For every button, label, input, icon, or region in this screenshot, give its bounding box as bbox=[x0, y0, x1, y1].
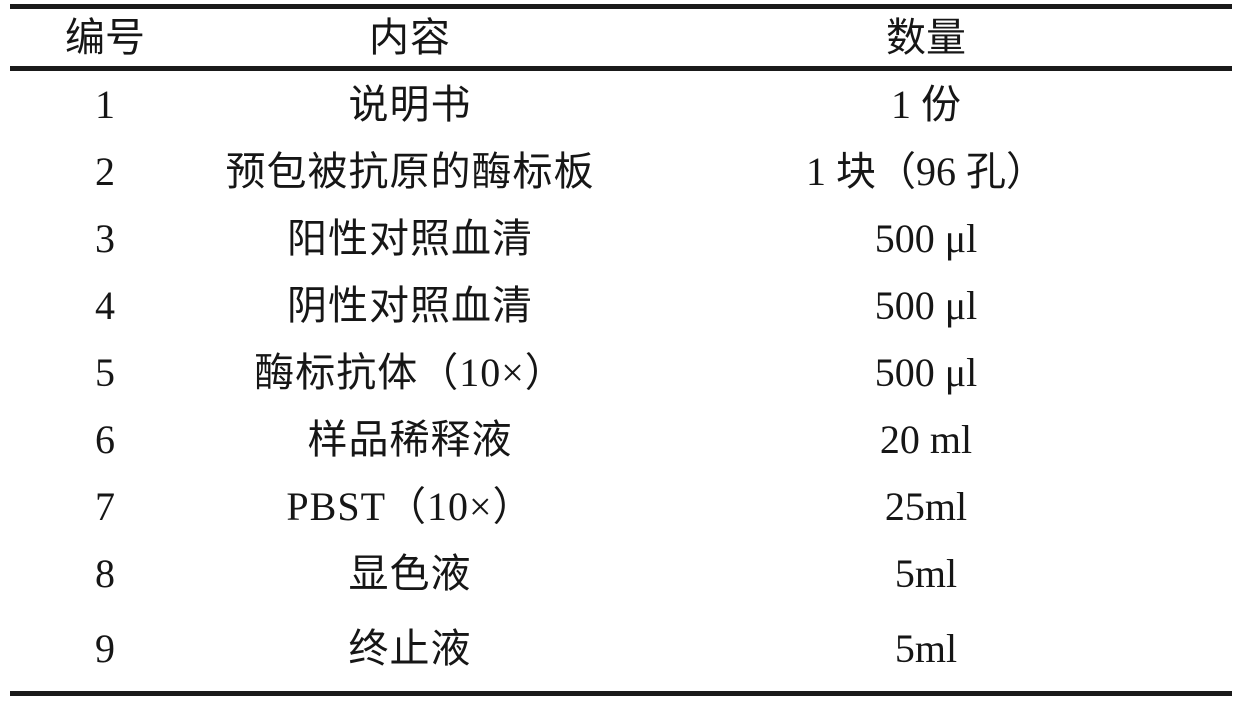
header-content: 内容 bbox=[369, 14, 451, 60]
row-quantity: 500 μl bbox=[874, 349, 978, 395]
header-quantity: 数量 bbox=[886, 14, 966, 60]
row-number: 1 bbox=[95, 81, 115, 127]
table-row: 8 显色液 5ml bbox=[10, 540, 1232, 607]
row-number: 2 bbox=[95, 148, 115, 194]
row-quantity: 500 μl bbox=[874, 215, 978, 261]
row-number: 6 bbox=[95, 416, 115, 462]
row-quantity: 20 ml bbox=[879, 416, 973, 462]
table-row: 4 阴性对照血清 500 μl bbox=[10, 272, 1232, 339]
row-number: 7 bbox=[95, 483, 115, 529]
table-row: 5 酶标抗体（10×） 500 μl bbox=[10, 339, 1232, 406]
row-quantity: 25ml bbox=[884, 483, 968, 529]
row-number: 8 bbox=[95, 550, 115, 596]
row-quantity: 5ml bbox=[894, 550, 958, 596]
row-content: 样品稀释液 bbox=[307, 416, 513, 462]
row-number: 4 bbox=[95, 282, 115, 328]
row-content: 预包被抗原的酶标板 bbox=[225, 148, 595, 194]
row-number: 3 bbox=[95, 215, 115, 261]
row-quantity: 1 份 bbox=[891, 81, 961, 127]
row-quantity: 5ml bbox=[894, 626, 958, 671]
row-content: 阳性对照血清 bbox=[287, 215, 533, 261]
row-content: 显色液 bbox=[348, 550, 472, 596]
row-content: 说明书 bbox=[348, 81, 472, 127]
row-content: 酶标抗体（10×） bbox=[254, 349, 566, 395]
table-row: 9 终止液 5ml bbox=[10, 607, 1232, 691]
row-quantity: 1 块（96 孔） bbox=[806, 148, 1046, 194]
table-row: 1 说明书 1 份 bbox=[10, 71, 1232, 138]
row-quantity: 500 μl bbox=[874, 282, 978, 328]
table-row: 6 样品稀释液 20 ml bbox=[10, 406, 1232, 473]
kit-contents-table: 编号 内容 数量 1 说明书 1 份 2 预包被抗原的酶标板 1 块（96 孔）… bbox=[10, 4, 1232, 696]
table-row: 3 阳性对照血清 500 μl bbox=[10, 205, 1232, 272]
row-number: 5 bbox=[95, 349, 115, 395]
row-content: 阴性对照血清 bbox=[287, 282, 533, 328]
row-content: 终止液 bbox=[348, 626, 472, 671]
table-header-row: 编号 内容 数量 bbox=[10, 4, 1232, 71]
row-number: 9 bbox=[95, 626, 115, 671]
table-row: 7 PBST（10×） 25ml bbox=[10, 473, 1232, 540]
row-content: PBST（10×） bbox=[286, 483, 534, 529]
header-number: 编号 bbox=[65, 14, 145, 60]
table-row: 2 预包被抗原的酶标板 1 块（96 孔） bbox=[10, 138, 1232, 205]
